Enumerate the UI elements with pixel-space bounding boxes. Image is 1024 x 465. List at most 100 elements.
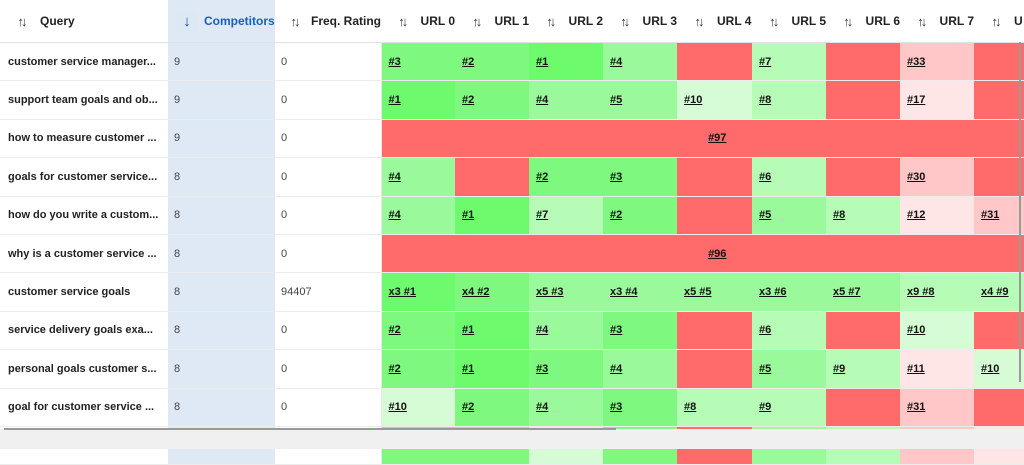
rank-link[interactable]: #4 [388, 170, 401, 183]
url-rank-cell[interactable]: #6 [752, 157, 826, 197]
url-rank-cell[interactable]: #2 [529, 157, 603, 197]
rank-link[interactable]: #4 [536, 324, 549, 337]
url-rank-cell[interactable]: #9 [826, 349, 900, 389]
url-rank-cell[interactable]: x5 #7 [826, 272, 900, 312]
rank-link[interactable]: #6 [759, 324, 772, 337]
url-rank-cell[interactable] [677, 42, 752, 82]
rank-link[interactable]: #8 [759, 94, 772, 107]
url-rank-cell[interactable]: #1 [455, 349, 529, 389]
url-rank-cell[interactable]: #8 [752, 80, 826, 120]
rank-link[interactable]: #1 [462, 209, 475, 222]
rank-link[interactable]: #3 [610, 324, 623, 337]
rank-link[interactable]: #31 [907, 401, 926, 414]
url-rank-cell[interactable]: #10 [974, 349, 1024, 389]
column-header-query[interactable]: ↑↓ Query [0, 0, 168, 43]
rank-link[interactable]: x9 #8 [907, 286, 935, 299]
rank-link[interactable]: #2 [388, 362, 401, 375]
query-cell[interactable]: how to measure customer ... [0, 119, 168, 159]
rank-link[interactable]: x4 #2 [462, 286, 490, 299]
rank-link[interactable]: #2 [610, 209, 623, 222]
query-cell[interactable]: customer service goals [0, 272, 168, 312]
table-row[interactable]: personal goals customer s... 8 0 #2 #1 #3 #4 #5… [0, 349, 1024, 389]
table-row[interactable]: goals for customer service... 8 0 #4 #2 #3 #6 #… [0, 157, 1024, 197]
rank-link[interactable]: #10 [907, 324, 926, 337]
url-rank-cell[interactable]: #1 [529, 42, 603, 82]
url-rank-cell[interactable] [974, 388, 1024, 427]
url-rank-cell[interactable] [677, 196, 752, 235]
rank-link[interactable]: #2 [462, 94, 475, 107]
url-rank-cell[interactable] [826, 80, 900, 120]
rank-span-cell[interactable]: #97 [381, 119, 1024, 159]
rank-link[interactable]: #9 [833, 362, 846, 375]
url-rank-cell[interactable]: #4 [529, 388, 603, 427]
rank-link[interactable]: #2 [462, 55, 475, 68]
url-rank-cell[interactable]: #9 [752, 388, 826, 427]
rank-link[interactable]: #1 [388, 94, 401, 107]
url-rank-cell[interactable] [826, 42, 900, 82]
rank-link[interactable]: x3 #6 [759, 286, 787, 299]
rank-link[interactable]: #33 [907, 55, 926, 68]
url-rank-cell[interactable]: x3 #6 [752, 272, 826, 312]
rank-link[interactable]: #2 [536, 170, 549, 183]
column-header-url-1[interactable]: ↑↓ URL 1 [455, 0, 529, 43]
rank-link[interactable]: #4 [536, 94, 549, 107]
url-rank-cell[interactable]: #12 [900, 196, 974, 235]
url-rank-cell[interactable]: #30 [900, 157, 974, 197]
url-rank-cell[interactable]: x5 #5 [677, 272, 752, 312]
url-rank-cell[interactable] [974, 311, 1024, 351]
url-rank-cell[interactable]: #3 [529, 349, 603, 389]
column-header-url-3[interactable]: ↑↓ URL 3 [603, 0, 677, 43]
table-row[interactable]: customer service goals 8 94407 x3 #1 x4 #2 x5… [0, 272, 1024, 312]
rank-link[interactable]: #12 [907, 209, 926, 222]
rank-link[interactable]: #4 [388, 209, 401, 222]
sort-arrows-icon[interactable]: ↑↓ [843, 13, 853, 29]
url-rank-cell[interactable]: #1 [455, 196, 529, 235]
url-rank-cell[interactable]: x4 #2 [455, 272, 529, 312]
query-cell[interactable]: goals for customer service... [0, 157, 168, 197]
column-header-url-7[interactable]: ↑↓ URL 7 [900, 0, 974, 43]
rank-link[interactable]: x3 #4 [610, 286, 638, 299]
rank-link[interactable]: #17 [907, 94, 926, 107]
url-rank-cell[interactable]: #3 [603, 157, 677, 197]
sort-arrows-icon[interactable]: ↑↓ [17, 13, 28, 29]
rank-link[interactable]: #1 [462, 362, 475, 375]
url-rank-cell[interactable] [677, 311, 752, 351]
rank-span-cell[interactable]: #96 [381, 234, 1024, 274]
url-rank-cell[interactable]: #11 [900, 349, 974, 389]
rank-link[interactable]: #8 [684, 401, 697, 414]
url-rank-cell[interactable]: #4 [603, 349, 677, 389]
url-rank-cell[interactable]: #1 [381, 80, 455, 120]
sort-arrows-icon[interactable]: ↑↓ [398, 13, 408, 29]
rank-link[interactable]: x3 #1 [388, 286, 417, 299]
url-rank-cell[interactable] [455, 157, 529, 197]
url-rank-cell[interactable] [826, 311, 900, 351]
url-rank-cell[interactable]: #4 [381, 157, 455, 197]
horizontal-scrollbar[interactable] [4, 428, 616, 430]
url-rank-cell[interactable]: #2 [381, 349, 455, 389]
url-rank-cell[interactable]: #3 [603, 388, 677, 427]
rank-link[interactable]: #5 [610, 94, 623, 107]
rank-link[interactable]: #3 [536, 362, 549, 375]
rank-link[interactable]: #4 [536, 401, 549, 414]
url-rank-cell[interactable] [677, 157, 752, 197]
url-rank-cell[interactable]: #5 [752, 196, 826, 235]
rank-link[interactable]: #7 [759, 55, 772, 68]
rank-link[interactable]: #10 [388, 401, 407, 414]
url-rank-cell[interactable]: #33 [900, 42, 974, 82]
table-row[interactable]: customer service manager... 9 0 #3 #2 #1 #4 #7 #… [0, 42, 1024, 82]
url-rank-cell[interactable]: #2 [381, 311, 455, 351]
rank-link[interactable]: #11 [907, 362, 925, 375]
url-rank-cell[interactable]: #31 [900, 388, 974, 427]
query-cell[interactable]: customer service manager... [0, 42, 168, 82]
vertical-scrollbar[interactable] [1019, 42, 1021, 382]
rank-link[interactable]: #2 [462, 401, 475, 414]
url-rank-cell[interactable]: x3 #1 [381, 272, 455, 312]
rank-link[interactable]: x5 #5 [684, 286, 712, 299]
url-rank-cell[interactable] [974, 80, 1024, 120]
query-cell[interactable]: support team goals and ob... [0, 80, 168, 120]
url-rank-cell[interactable]: #10 [677, 80, 752, 120]
rank-link[interactable]: #4 [610, 55, 623, 68]
url-rank-cell[interactable]: #4 [381, 196, 455, 235]
url-rank-cell[interactable] [826, 157, 900, 197]
url-rank-cell[interactable]: #3 [381, 42, 455, 82]
